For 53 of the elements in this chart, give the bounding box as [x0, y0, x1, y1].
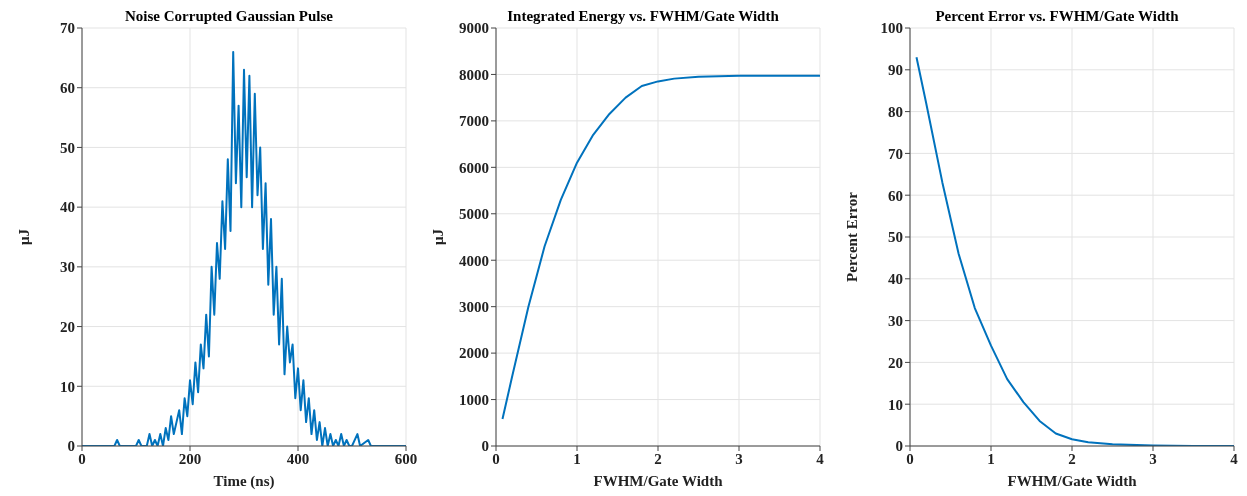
y-tick-label: 40 — [60, 199, 75, 216]
y-tick-label: 10 — [888, 396, 903, 413]
y-tick-label: 2000 — [459, 345, 489, 362]
x-tick-label: 1 — [987, 450, 995, 467]
y-tick-label: 10 — [60, 378, 75, 395]
x-tick-label: 200 — [178, 450, 202, 467]
chart-title: Integrated Energy vs. FWHM/Gate Width — [507, 8, 779, 24]
chart-title: Noise Corrupted Gaussian Pulse — [125, 8, 333, 24]
y-tick-label: 30 — [888, 312, 903, 329]
y-tick-label: 7000 — [459, 113, 489, 130]
y-tick-label: 40 — [888, 271, 903, 288]
y-tick-label: 6000 — [459, 159, 489, 176]
x-tick-label: 3 — [735, 450, 743, 467]
y-tick-label: 0 — [481, 438, 489, 455]
x-tick-label: 4 — [1230, 450, 1239, 467]
y-tick-label: 70 — [888, 145, 903, 162]
y-tick-label: 0 — [895, 438, 903, 455]
x-tick-label: 0 — [906, 450, 914, 467]
y-tick-label: 60 — [60, 80, 75, 97]
x-tick-label: 3 — [1149, 450, 1157, 467]
y-tick-label: 5000 — [459, 206, 489, 223]
x-tick-label: 600 — [394, 450, 418, 467]
y-tick-label: 90 — [888, 62, 903, 79]
y-tick-label: 9000 — [459, 20, 489, 37]
y-tick-label: 50 — [888, 229, 903, 246]
y-tick-label: 60 — [888, 187, 903, 204]
y-tick-label: 3000 — [459, 298, 489, 315]
y-tick-label: 100 — [880, 20, 903, 37]
x-tick-label: 2 — [1068, 450, 1076, 467]
x-axis-title: FWHM/Gate Width — [1007, 473, 1138, 489]
y-tick-label: 0 — [67, 438, 75, 455]
y-tick-label: 70 — [60, 20, 75, 37]
x-axis-title: Time (ns) — [213, 473, 275, 490]
x-tick-label: 1 — [573, 450, 581, 467]
chart-title: Percent Error vs. FWHM/Gate Width — [935, 8, 1179, 24]
x-axis-title: FWHM/Gate Width — [593, 473, 724, 489]
y-tick-label: 80 — [888, 103, 903, 120]
y-tick-label: 30 — [60, 259, 75, 276]
y-tick-label: 20 — [888, 354, 903, 371]
line-series — [501, 74, 820, 421]
x-tick-label: 4 — [816, 450, 825, 467]
y-tick-label: 50 — [60, 139, 75, 156]
y-tick-label: 8000 — [459, 66, 489, 83]
y-tick-label: 20 — [60, 318, 75, 335]
y-axis-title: μJ — [430, 228, 447, 246]
y-tick-label: 1000 — [459, 391, 489, 408]
y-axis-title: Percent Error — [844, 191, 861, 282]
x-tick-label: 0 — [78, 450, 86, 467]
y-axis-title: μJ — [16, 228, 33, 246]
x-tick-label: 400 — [286, 450, 310, 467]
x-tick-label: 2 — [654, 450, 662, 467]
y-tick-label: 4000 — [459, 252, 489, 269]
x-tick-label: 0 — [492, 450, 500, 467]
